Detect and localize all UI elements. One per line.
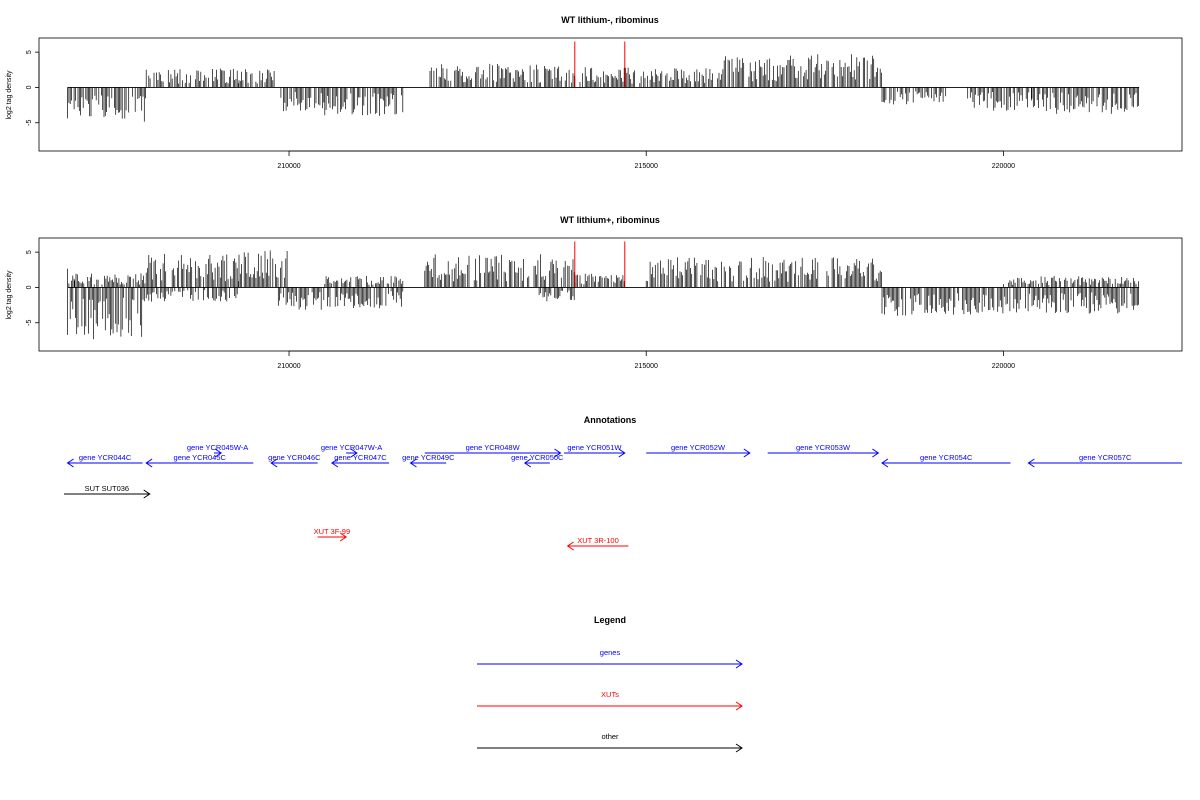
feature-arrow: gene YCR044C (66, 453, 143, 468)
marker-lines (574, 41, 626, 88)
marker-lines (574, 241, 626, 288)
y-tick-label: 5 (26, 250, 33, 254)
arrow-head (743, 448, 751, 458)
feature-arrow: gene YCR050C (511, 453, 564, 468)
feature-arrow: gene YCR057C (1027, 453, 1182, 468)
plot-frame (38, 237, 1183, 352)
arrow-head (330, 458, 339, 468)
arrow-head (214, 448, 223, 458)
legend-label: other (601, 732, 619, 741)
y-axis: -5 0 5 (26, 50, 40, 126)
arrow-head (409, 458, 417, 468)
arrow-head (66, 458, 74, 468)
x-axis: 210000 215000 220000 (277, 350, 1015, 370)
bar-track (67, 250, 1139, 340)
feature-label: gene YCR054C (920, 453, 973, 462)
legend-title: Legend (594, 615, 626, 625)
track-panel-lithium-minus: WT lithium-, ribominus log2 tag density … (6, 15, 1183, 170)
chart-title: WT lithium+, ribominus (560, 215, 660, 225)
feature-arrow: gene YCR052W (646, 443, 751, 458)
x-tick-label: 220000 (992, 163, 1015, 170)
y-tick-label: 0 (26, 85, 33, 89)
feature-arrow: gene YCR049C (402, 453, 455, 468)
feature-label: gene YCR048W (466, 443, 521, 452)
arrow-head (145, 458, 153, 468)
feature-arrow: gene YCR054C (881, 453, 1011, 468)
y-axis-label: log2 tag density (6, 70, 13, 120)
bar-track (67, 54, 1139, 122)
arrow-head (618, 448, 626, 458)
feature-label: gene YCR045C (174, 453, 227, 462)
arrow-head (523, 458, 532, 468)
legend-items: genes XUTs other (477, 648, 743, 753)
legend-label: genes (600, 648, 621, 657)
x-tick-label: 210000 (277, 363, 300, 370)
feature-arrow: gene YCR045W-A (187, 443, 248, 458)
legend-item: other (477, 732, 743, 753)
feature-label: gene YCR047W-A (321, 443, 382, 452)
feature-arrow: gene YCR048W (424, 443, 562, 458)
feature-arrow: gene YCR051W (564, 443, 626, 458)
arrow-head (554, 448, 562, 458)
arrow-head (339, 532, 348, 542)
feature-label: XUT 3R-100 (577, 536, 619, 545)
arrow-head (270, 458, 278, 468)
y-tick-label: -5 (26, 320, 33, 326)
feature-label: gene YCR051W (567, 443, 622, 452)
feature-arrow: gene YCR045C (145, 453, 254, 468)
arrow-head (143, 489, 151, 499)
x-axis: 210000 215000 220000 (277, 150, 1015, 170)
arrow-head (735, 701, 743, 711)
legend-item: genes (477, 648, 743, 669)
legend-panel: Legend genes XUTs other (477, 615, 743, 753)
feature-arrow: gene YCR047W-A (321, 443, 382, 458)
annotations-title: Annotations (584, 415, 637, 425)
density-bars (67, 54, 1139, 122)
feature-arrow: gene YCR046C (268, 453, 321, 468)
feature-label: gene YCR045W-A (187, 443, 248, 452)
feature-label: gene YCR049C (402, 453, 455, 462)
arrow-head (872, 448, 880, 458)
density-bars (67, 250, 1139, 340)
arrow-head (735, 743, 743, 753)
arrow-head (735, 659, 743, 669)
arrow-head (350, 448, 358, 458)
feature-label: gene YCR053W (796, 443, 851, 452)
y-tick-label: 5 (26, 50, 33, 54)
feature-arrow: gene YCR047C (330, 453, 390, 468)
x-tick-label: 215000 (635, 163, 658, 170)
legend-item: XUTs (477, 690, 743, 711)
feature-label: gene YCR052W (671, 443, 726, 452)
feature-label: XUT 3F-99 (314, 527, 351, 536)
arrow-head (566, 541, 574, 551)
y-axis: -5 0 5 (26, 250, 40, 326)
feature-arrow: gene YCR053W (767, 443, 880, 458)
track-panel-lithium-plus: WT lithium+, ribominus log2 tag density … (6, 215, 1183, 370)
feature-label: gene YCR050C (511, 453, 564, 462)
y-tick-label: 0 (26, 285, 33, 289)
feature-label: SUT SUT036 (85, 484, 129, 493)
feature-label: gene YCR057C (1079, 453, 1132, 462)
x-tick-label: 220000 (992, 363, 1015, 370)
feature-arrow: XUT 3R-100 (566, 536, 629, 551)
legend-label: XUTs (601, 690, 619, 699)
y-axis-label: log2 tag density (6, 270, 13, 320)
chart-title: WT lithium-, ribominus (561, 15, 659, 25)
arrow-head (881, 458, 889, 468)
feature-arrow: SUT SUT036 (64, 484, 151, 499)
feature-label: gene YCR044C (79, 453, 132, 462)
x-tick-label: 215000 (635, 363, 658, 370)
feature-arrow: XUT 3F-99 (314, 527, 351, 542)
feature-label: gene YCR046C (268, 453, 321, 462)
y-tick-label: -5 (26, 120, 33, 126)
x-tick-label: 210000 (277, 163, 300, 170)
arrow-head (1027, 458, 1035, 468)
feature-label: gene YCR047C (334, 453, 387, 462)
